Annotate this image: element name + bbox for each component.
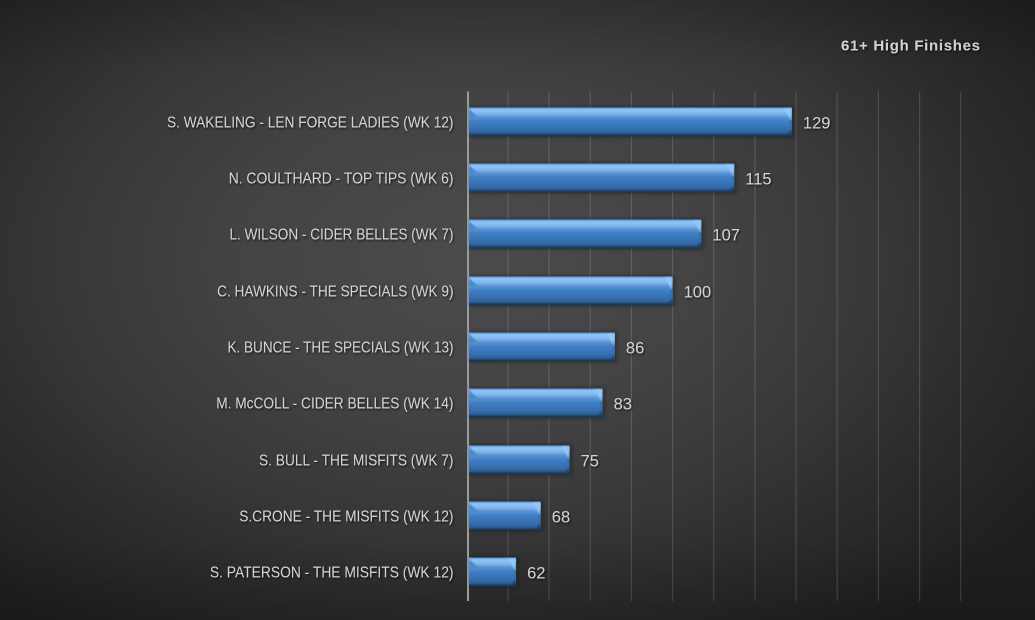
svg-text:115: 115	[745, 171, 771, 189]
svg-text:M. McCOLL - CIDER BELLES (WK 1: M. McCOLL - CIDER BELLES (WK 14)	[216, 396, 453, 413]
svg-text:S. WAKELING - LEN FORGE LADIES: S. WAKELING - LEN FORGE LADIES (WK 12)	[167, 115, 454, 132]
svg-text:68: 68	[552, 509, 570, 527]
svg-text:83: 83	[614, 396, 632, 414]
svg-text:129: 129	[803, 114, 831, 132]
svg-text:S.CRONE - THE MISFITS (WK 12): S.CRONE - THE MISFITS (WK 12)	[239, 509, 453, 526]
svg-text:S. BULL - THE MISFITS (WK 7): S. BULL - THE MISFITS (WK 7)	[259, 453, 454, 470]
svg-text:100: 100	[684, 283, 712, 301]
svg-text:L. WILSON - CIDER BELLES (WK 7: L. WILSON - CIDER BELLES (WK 7)	[230, 227, 454, 244]
svg-text:61+ High Finishes: 61+ High Finishes	[841, 38, 980, 55]
svg-text:N. COULTHARD - TOP TIPS (WK 6): N. COULTHARD - TOP TIPS (WK 6)	[229, 171, 454, 188]
svg-text:75: 75	[581, 452, 599, 470]
svg-text:S. PATERSON - THE MISFITS (WK: S. PATERSON - THE MISFITS (WK 12)	[210, 565, 454, 582]
svg-text:K. BUNCE - THE SPECIALS (WK 13: K. BUNCE - THE SPECIALS (WK 13)	[228, 340, 454, 357]
svg-text:86: 86	[626, 340, 644, 358]
svg-text:62: 62	[527, 565, 545, 583]
svg-text:107: 107	[712, 227, 740, 245]
svg-text:C. HAWKINS - THE SPECIALS (WK: C. HAWKINS - THE SPECIALS (WK 9)	[217, 284, 453, 301]
